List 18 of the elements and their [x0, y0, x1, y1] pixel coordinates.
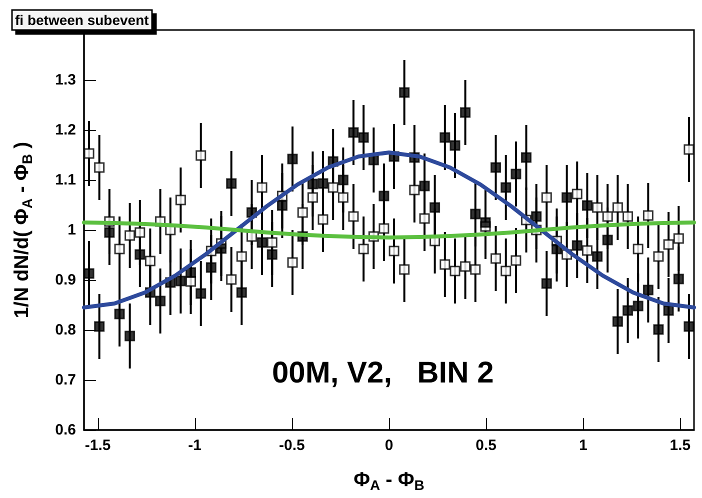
x-tick-label: -0.5: [279, 437, 305, 454]
x-tick-label: 0.5: [476, 437, 496, 454]
x-tick-label: 1: [578, 437, 588, 454]
x-tick-label: 1.5: [670, 437, 691, 454]
y-tick-label: 1.1: [55, 172, 76, 188]
y-tick-label: 0.7: [55, 372, 76, 388]
x-tick-label: 0: [384, 437, 394, 454]
annotation: 00M, V2, BIN 2: [272, 356, 494, 390]
y-axis-title: 1/N dN/d( ΦA - ΦB ): [11, 142, 35, 318]
x-tick-label: -1.5: [84, 437, 111, 454]
y-tick-label: 1.3: [55, 72, 76, 88]
chart-title: fi between subevent: [15, 12, 150, 28]
y-tick-label: 1: [68, 222, 76, 238]
y-tick-label: 0.6: [55, 422, 76, 438]
y-tick-label: 0.8: [55, 322, 76, 338]
y-tick-label: 0.9: [55, 272, 76, 288]
x-tick-label: -1: [188, 437, 202, 454]
y-tick-label: 1.2: [55, 122, 76, 138]
